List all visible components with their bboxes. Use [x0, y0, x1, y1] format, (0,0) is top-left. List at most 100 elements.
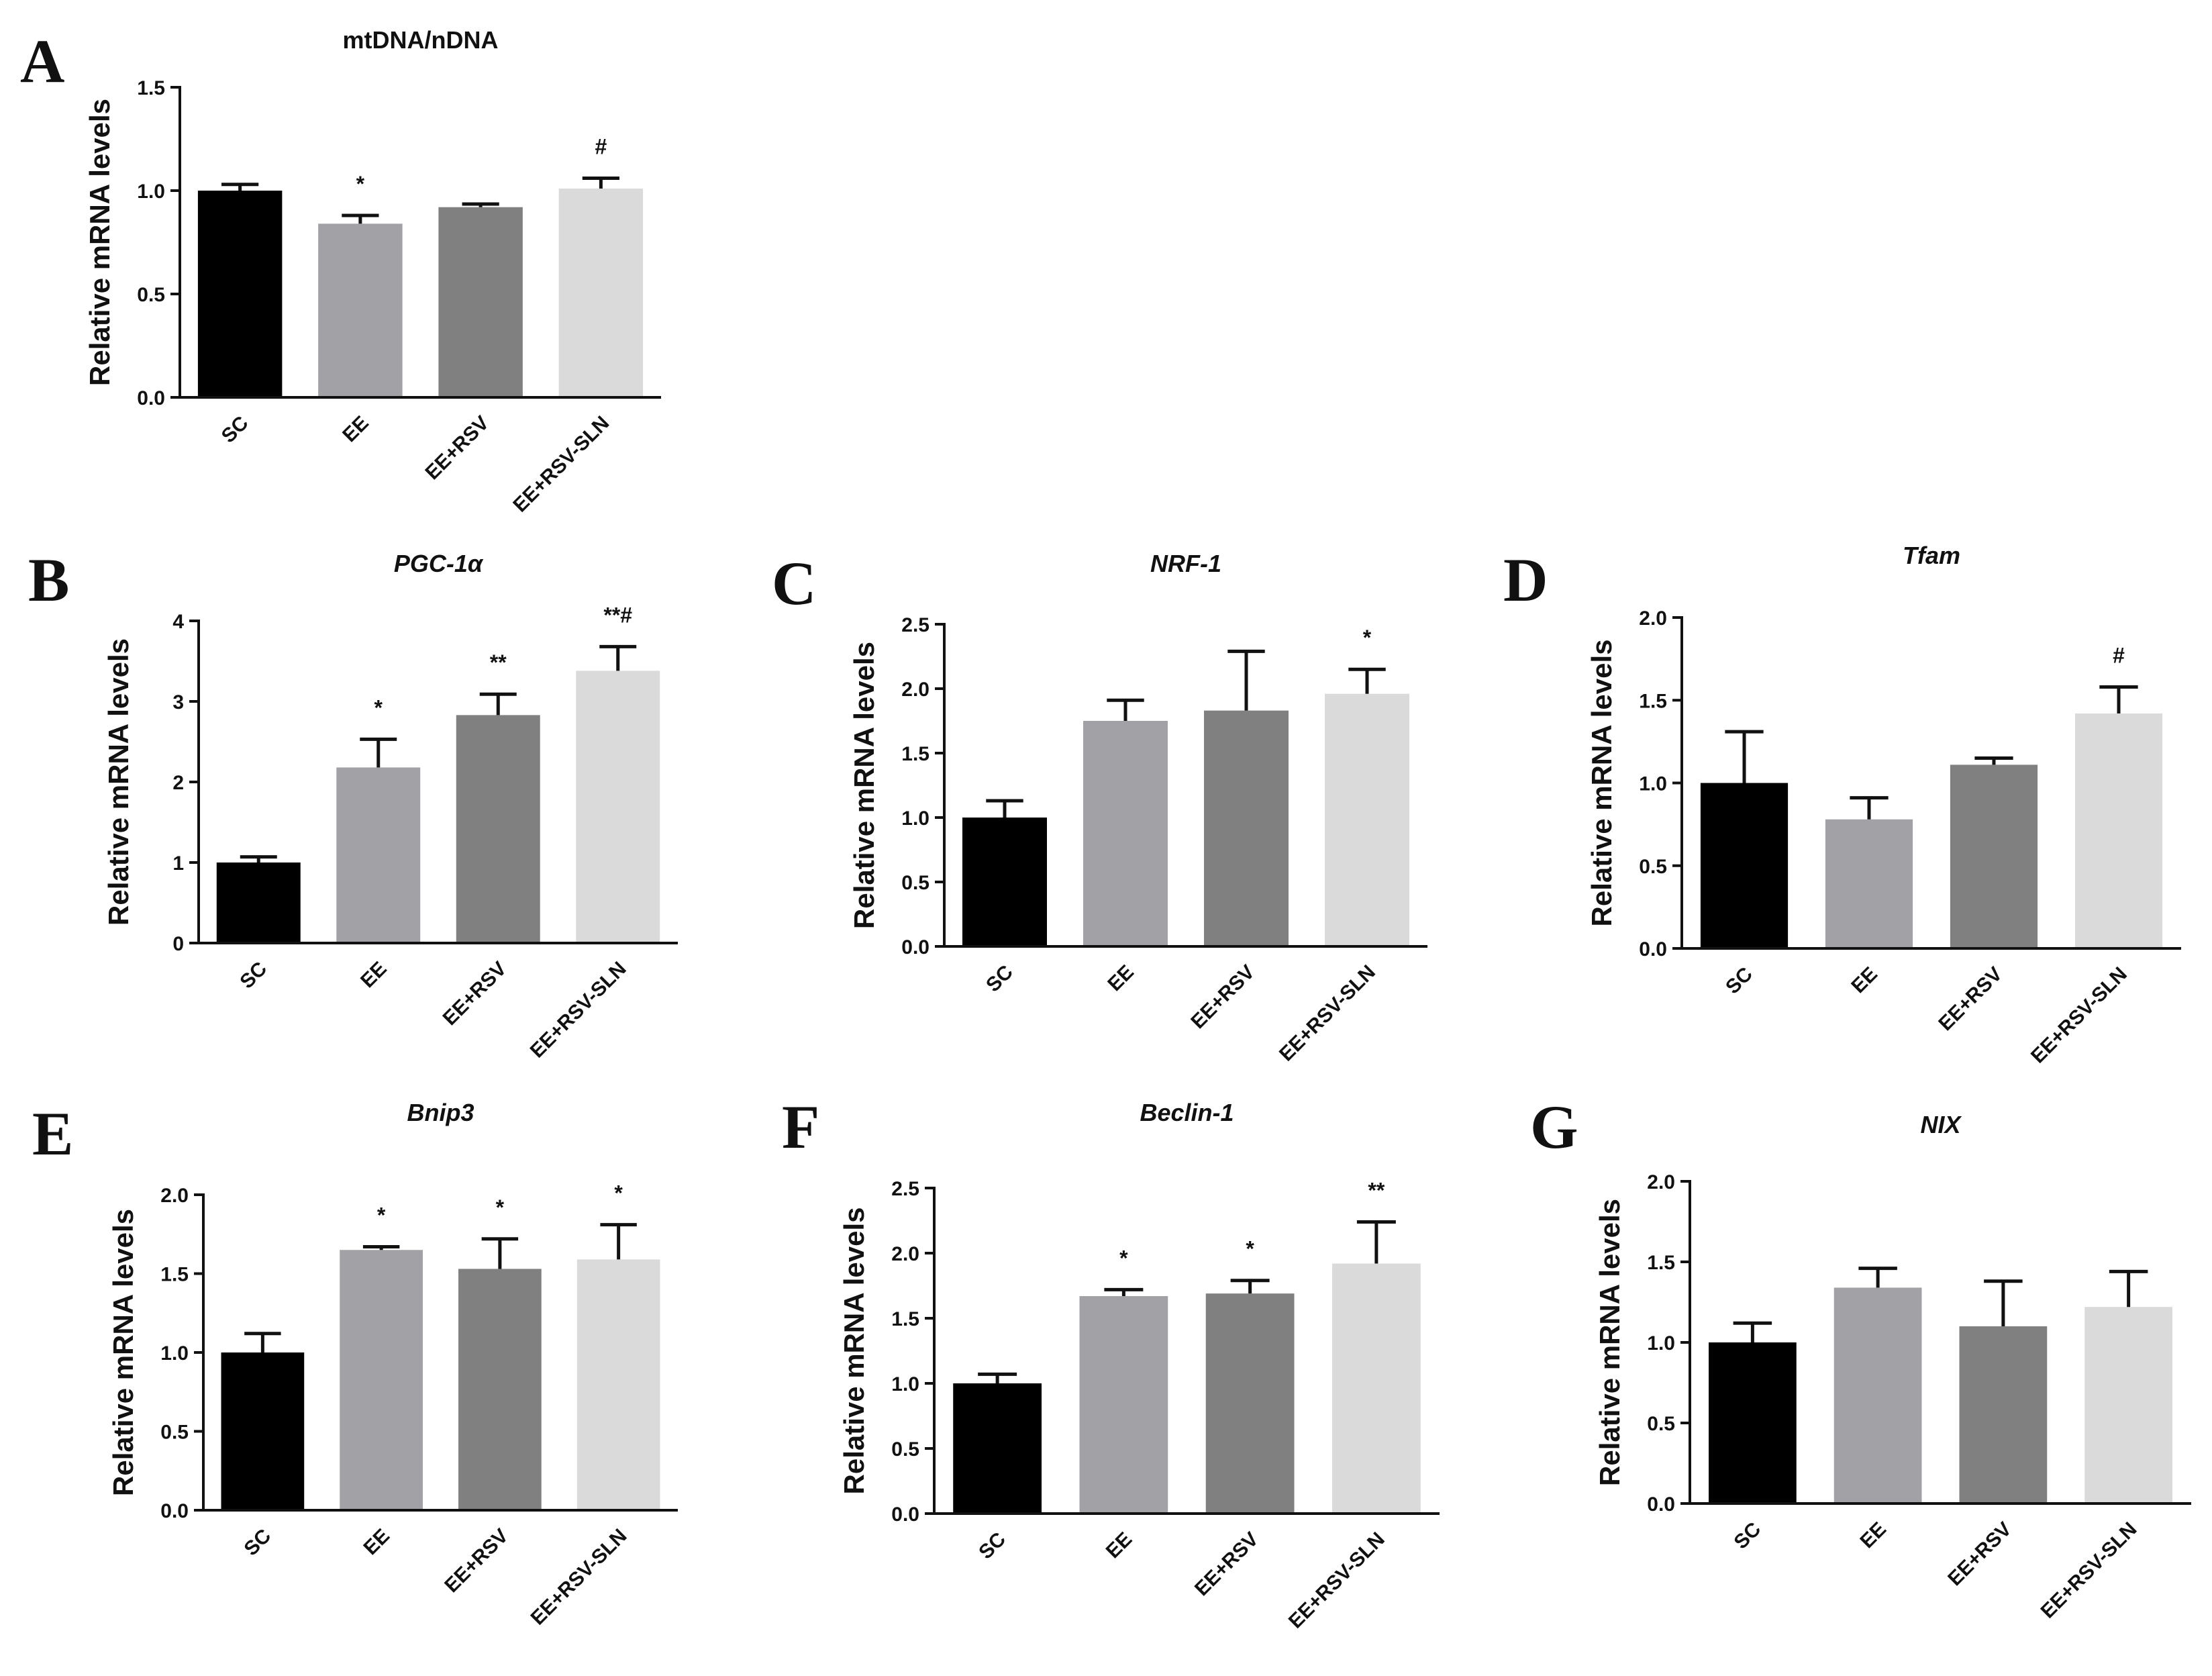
- y-axis-label: Relative mRNA levels: [838, 1207, 870, 1495]
- y-tick-label: 1.5: [1647, 1252, 1675, 1274]
- bar-ee-rsv: [1204, 710, 1289, 946]
- chart-title: Beclin-1: [1140, 1099, 1234, 1126]
- y-axis-label: Relative mRNA levels: [103, 638, 134, 926]
- y-tick-label: 1.5: [137, 77, 165, 99]
- chart-title: mtDNA/nDNA: [343, 26, 499, 54]
- y-tick-label: 0.0: [160, 1500, 189, 1522]
- y-tick-label: 1.5: [1639, 690, 1667, 712]
- panel-letter: G: [1530, 1093, 1578, 1161]
- bar-ee-rsv-sln: [1331, 1263, 1421, 1514]
- significance-marker: *: [1363, 626, 1372, 650]
- panel-letter: B: [28, 546, 69, 614]
- y-axis-label: Relative mRNA levels: [84, 99, 115, 386]
- y-tick-label: 3: [172, 691, 184, 713]
- y-tick-label: 2.0: [1639, 607, 1667, 630]
- bar-sc: [197, 191, 283, 397]
- panel-letter: C: [772, 549, 816, 618]
- significance-marker: #: [2113, 644, 2125, 668]
- y-tick-label: 1.5: [160, 1264, 189, 1286]
- y-axis-label: Relative mRNA levels: [1594, 1199, 1625, 1486]
- y-axis-label: Relative mRNA levels: [1586, 640, 1617, 927]
- y-tick-label: 1.5: [901, 743, 929, 765]
- bar-ee: [336, 767, 421, 943]
- chart-title: Bnip3: [407, 1099, 474, 1126]
- bar-ee-rsv-sln: [576, 1259, 660, 1510]
- significance-marker: **: [1368, 1178, 1385, 1202]
- y-tick-label: 0.0: [901, 936, 929, 958]
- y-tick-label: 0: [172, 933, 184, 955]
- chart-title: Tfam: [1903, 542, 1960, 569]
- y-tick-label: 1.0: [1639, 773, 1667, 795]
- panel-letter: E: [32, 1099, 73, 1168]
- chart-title: NIX: [1920, 1111, 1962, 1138]
- bar-ee-rsv-sln: [1325, 693, 1409, 946]
- bar-ee: [318, 224, 403, 397]
- bar-ee-rsv: [1205, 1293, 1295, 1514]
- bar-ee-rsv-sln: [558, 188, 644, 397]
- bar-ee: [1079, 1296, 1168, 1514]
- y-tick-label: 2.5: [891, 1178, 919, 1200]
- significance-marker: **: [490, 650, 507, 675]
- y-tick-label: 0.5: [137, 284, 165, 306]
- bar-ee-rsv-sln: [2074, 713, 2163, 948]
- y-tick-label: 0.5: [901, 872, 929, 894]
- significance-marker: *: [614, 1181, 623, 1205]
- significance-marker: *: [1119, 1246, 1128, 1270]
- bar-ee-rsv: [1959, 1326, 2048, 1504]
- significance-marker: **#: [603, 603, 632, 627]
- y-tick-label: 1.0: [1647, 1332, 1675, 1354]
- significance-marker: #: [595, 135, 607, 159]
- y-tick-label: 2.0: [891, 1243, 919, 1265]
- bar-ee: [1825, 819, 1913, 948]
- panel-letter: A: [20, 27, 64, 95]
- significance-marker: *: [496, 1195, 505, 1220]
- y-tick-label: 1: [172, 852, 184, 875]
- bar-ee-rsv-sln: [576, 671, 660, 943]
- bar-sc: [221, 1352, 305, 1510]
- bar-sc: [1709, 1342, 1797, 1504]
- y-tick-label: 2.0: [901, 679, 929, 701]
- y-tick-label: 0.5: [1647, 1413, 1675, 1435]
- bar-sc: [953, 1383, 1042, 1514]
- y-axis-label: Relative mRNA levels: [107, 1209, 139, 1496]
- significance-marker: *: [356, 172, 365, 196]
- bar-ee-rsv: [458, 1269, 542, 1510]
- chart-title: PGC-1α: [394, 550, 484, 577]
- bar-ee: [1083, 721, 1168, 946]
- y-tick-label: 1.0: [901, 807, 929, 830]
- y-tick-label: 2: [172, 772, 184, 794]
- y-tick-label: 0.5: [160, 1422, 189, 1444]
- y-tick-label: 1.5: [891, 1308, 919, 1330]
- significance-marker: *: [374, 695, 383, 720]
- bar-ee-rsv: [1950, 765, 2038, 948]
- bar-sc: [962, 818, 1047, 946]
- y-tick-label: 0.5: [891, 1438, 919, 1461]
- significance-marker: *: [377, 1203, 386, 1228]
- y-tick-label: 2.0: [160, 1185, 189, 1207]
- bar-sc: [216, 862, 301, 943]
- y-tick-label: 0.0: [891, 1504, 919, 1526]
- bar-ee: [340, 1250, 423, 1510]
- y-tick-label: 1.0: [891, 1373, 919, 1395]
- bar-ee-rsv: [456, 715, 540, 943]
- chart-title: NRF-1: [1150, 550, 1221, 577]
- y-axis-label: Relative mRNA levels: [848, 642, 880, 929]
- bar-ee-rsv: [438, 207, 523, 397]
- y-tick-label: 0.0: [1647, 1493, 1675, 1516]
- significance-marker: *: [1246, 1237, 1254, 1261]
- y-tick-label: 1.0: [137, 181, 165, 203]
- y-tick-label: 0.0: [137, 387, 165, 409]
- y-tick-label: 1.0: [160, 1342, 189, 1365]
- y-tick-label: 2.5: [901, 614, 929, 636]
- bar-ee-rsv-sln: [2084, 1307, 2172, 1504]
- y-tick-label: 4: [172, 611, 184, 633]
- y-tick-label: 2.0: [1647, 1171, 1675, 1193]
- bar-sc: [1700, 783, 1789, 948]
- y-tick-label: 0.0: [1639, 938, 1667, 960]
- panel-letter: D: [1503, 546, 1548, 614]
- panel-letter: F: [782, 1093, 819, 1161]
